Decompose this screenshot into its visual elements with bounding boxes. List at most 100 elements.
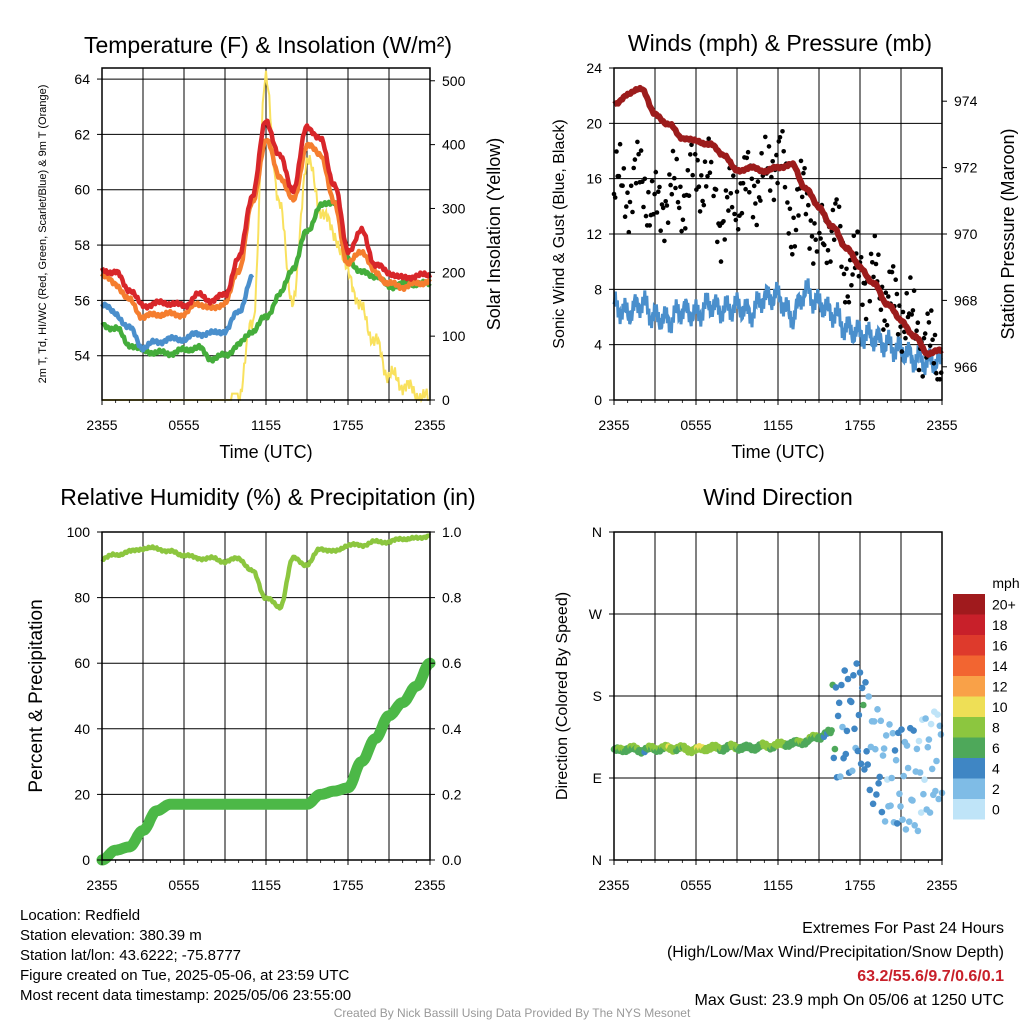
gust-point [749, 176, 755, 182]
gust-point [903, 335, 908, 341]
gust-point [735, 227, 741, 232]
x-tick-label: 1155 [763, 417, 793, 433]
gust-point [739, 210, 745, 216]
gust-point [702, 159, 708, 164]
direction-point [869, 800, 877, 808]
gust-point [831, 237, 837, 243]
gust-point [788, 244, 794, 250]
y-right-tick-label: 0.6 [442, 655, 462, 671]
chart-title: Temperature (F) & Insolation (W/m²) [84, 32, 452, 58]
gust-point [729, 204, 735, 210]
gust-point [934, 370, 939, 376]
colorbar-label: 16 [992, 637, 1008, 653]
gust-point [910, 308, 916, 313]
gust-point [849, 283, 854, 288]
direction-point [830, 754, 838, 762]
direction-point [842, 750, 850, 758]
colorbar-label: 4 [992, 760, 1000, 776]
direction-point [928, 765, 936, 773]
direction-point [843, 727, 851, 735]
gust-point [743, 186, 748, 192]
gust-point [670, 148, 676, 154]
y-axis-label: Direction (Colored By Speed) [554, 592, 571, 800]
gust-point [723, 188, 729, 193]
y-tick-label: 40 [74, 721, 90, 737]
gust-point [632, 157, 638, 162]
gust-point [715, 239, 720, 245]
y-tick-label: 54 [74, 348, 90, 364]
gust-point [642, 176, 648, 182]
gust-point [724, 194, 730, 200]
direction-point [832, 684, 840, 691]
gust-point [740, 180, 746, 186]
x-tick-label: 2355 [86, 417, 117, 433]
x-tick-label: 2355 [86, 877, 117, 893]
gust-point [622, 214, 628, 219]
direction-point [850, 672, 857, 679]
gust-point [870, 260, 875, 265]
gust-point [676, 205, 682, 211]
gust-point [688, 152, 693, 157]
gust-point [824, 260, 830, 266]
gust-point [846, 299, 852, 305]
gust-point [814, 249, 820, 254]
gust-point [911, 288, 917, 294]
gust-point [844, 266, 849, 272]
direction-point [851, 725, 858, 733]
gust-point [791, 215, 796, 221]
gust-point [860, 302, 865, 308]
x-axis-label: Time (UTC) [219, 442, 312, 462]
direction-point [841, 667, 848, 674]
gust-point [641, 204, 646, 210]
colorbar-label: 18 [992, 617, 1008, 633]
y-right-tick-label: 966 [954, 359, 978, 375]
gust-point [916, 367, 922, 373]
gust-point [833, 201, 838, 206]
colorbar-label: 2 [992, 781, 1000, 797]
x-tick-label: 1755 [844, 877, 875, 893]
gust-point [626, 229, 632, 235]
direction-point [920, 790, 927, 798]
gust-point [809, 234, 815, 239]
gust-point [706, 136, 711, 141]
direction-point [839, 723, 846, 731]
gust-point [890, 264, 896, 269]
gust-point [845, 294, 850, 299]
gust-point [664, 203, 670, 208]
gust-point [656, 189, 661, 194]
gust-point [658, 228, 663, 233]
direction-point [916, 769, 924, 776]
gust-point [868, 251, 874, 257]
extremes-subtitle: (High/Low/Max Wind/Precipitation/Snow De… [666, 944, 1004, 961]
gust-point [766, 144, 772, 149]
direction-point [874, 706, 881, 713]
gust-point [825, 248, 831, 253]
chart-title: Wind Direction [703, 484, 853, 510]
x-axis-label: Time (UTC) [731, 442, 824, 462]
gust-point [695, 157, 700, 163]
hiwc-line [100, 273, 255, 353]
gust-point [753, 201, 758, 206]
gust-point [759, 151, 764, 156]
y-tick-label: 8 [594, 281, 602, 297]
colorbar-swatch [953, 655, 985, 676]
gust-point [705, 174, 710, 179]
colorbar-label: 10 [992, 699, 1008, 715]
gust-point [668, 182, 673, 188]
gust-point [782, 184, 788, 190]
extremes-title: Extremes For Past 24 Hours [802, 920, 1004, 937]
elevation-text: Station elevation: 380.39 m [20, 927, 202, 944]
colorbar-label: 14 [992, 658, 1008, 674]
x-tick-label: 1755 [844, 417, 875, 433]
gust-point [780, 129, 785, 134]
gust-point [851, 233, 857, 239]
gust-point [614, 149, 619, 154]
gust-point [758, 198, 763, 203]
gust-point [751, 183, 757, 189]
direction-point [863, 748, 870, 755]
direction-point [902, 826, 910, 833]
gust-point [700, 198, 705, 204]
recent-text: Most recent data timestamp: 2025/05/06 2… [20, 987, 352, 1004]
x-tick-label: 1155 [251, 417, 281, 433]
gust-point [855, 229, 860, 234]
